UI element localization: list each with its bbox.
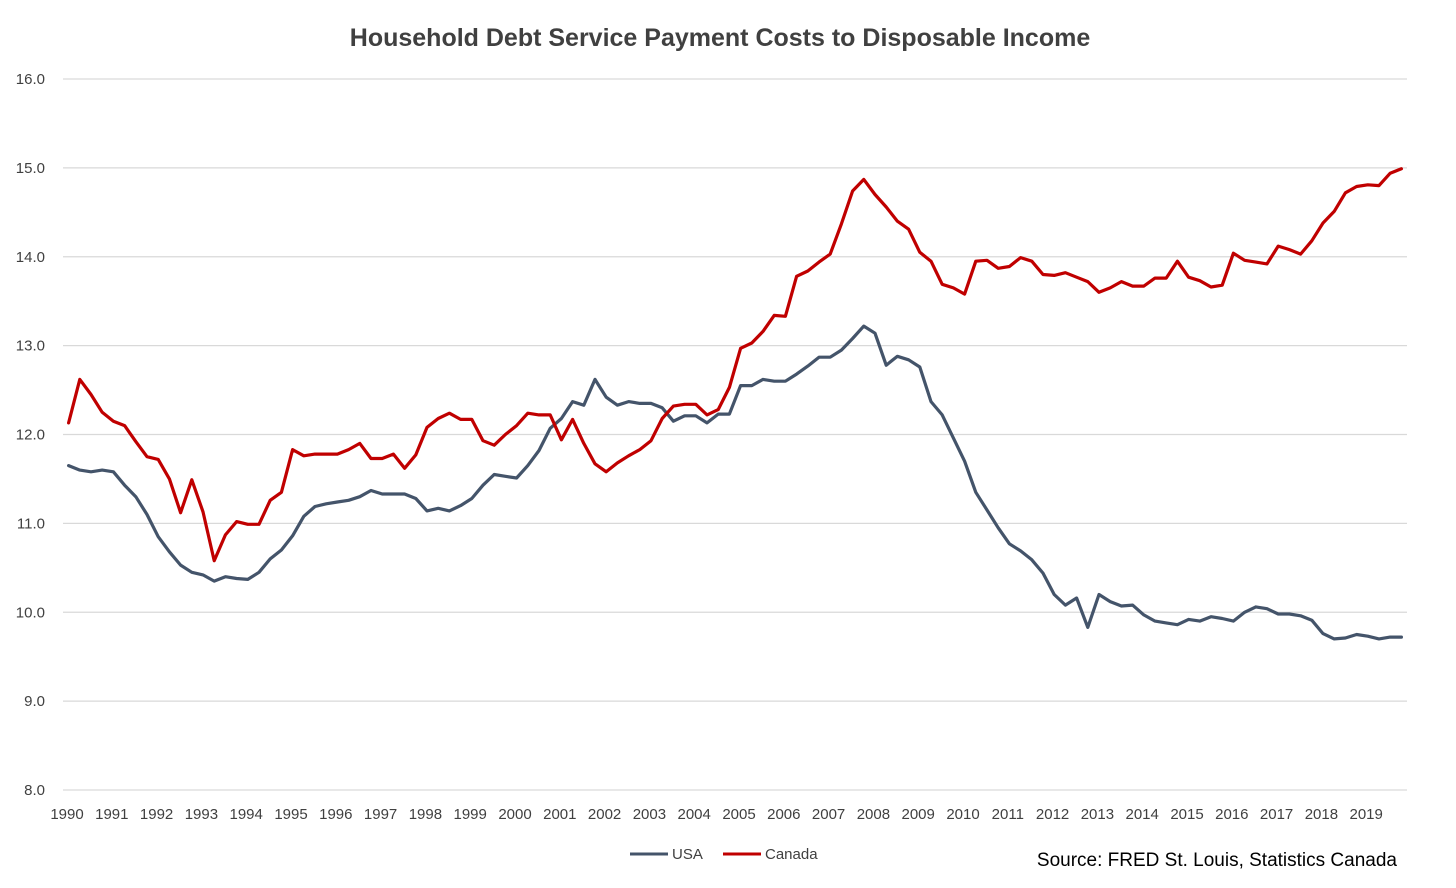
legend-label-canada: Canada — [765, 846, 818, 863]
x-tick-label: 1990 — [50, 806, 83, 823]
x-tick-label: 2012 — [1036, 806, 1069, 823]
x-tick-label: 2017 — [1260, 806, 1293, 823]
x-tick-label: 1991 — [95, 806, 128, 823]
x-tick-label: 2008 — [857, 806, 890, 823]
y-tick-label: 11.0 — [17, 515, 45, 532]
x-tick-label: 1995 — [274, 806, 307, 823]
x-tick-label: 2019 — [1350, 806, 1383, 823]
x-tick-label: 2018 — [1305, 806, 1338, 823]
y-tick-label: 9.0 — [24, 693, 45, 710]
legend-label-usa: USA — [672, 846, 703, 863]
series-lines — [66, 167, 1404, 641]
x-tick-label: 1994 — [230, 806, 263, 823]
chart-title: Household Debt Service Payment Costs to … — [350, 24, 1091, 52]
x-tick-label: 2001 — [543, 806, 576, 823]
x-tick-label: 2005 — [722, 806, 755, 823]
x-tick-label: 2002 — [588, 806, 621, 823]
y-tick-label: 8.0 — [24, 782, 45, 799]
x-tick-label: 2006 — [767, 806, 800, 823]
x-tick-label: 2007 — [812, 806, 845, 823]
x-tick-label: 2003 — [633, 806, 666, 823]
series-line-canada — [66, 167, 1404, 563]
legend: USA Canada — [630, 846, 818, 863]
y-axis-ticks: 8.0 9.0 10.0 11.0 12.0 13.0 14.0 15.0 16.0 — [16, 71, 45, 799]
x-tick-label: 2013 — [1081, 806, 1114, 823]
x-tick-label: 2015 — [1170, 806, 1203, 823]
x-tick-label: 2014 — [1126, 806, 1159, 823]
x-tick-label: 1999 — [454, 806, 487, 823]
x-tick-label: 1996 — [319, 806, 352, 823]
series-line-usa — [66, 324, 1404, 641]
x-tick-label: 2010 — [946, 806, 979, 823]
x-tick-label: 1992 — [140, 806, 173, 823]
x-tick-label: 2004 — [678, 806, 711, 823]
gridlines — [63, 78, 1407, 791]
x-axis-ticks: 1990 1991 1992 1993 1994 1995 1996 1997 1998 1999… — [50, 806, 1383, 823]
x-tick-label: 2009 — [902, 806, 935, 823]
y-tick-label: 13.0 — [16, 338, 45, 355]
y-tick-label: 15.0 — [16, 160, 45, 177]
y-tick-label: 12.0 — [16, 427, 45, 444]
x-tick-label: 2000 — [498, 806, 531, 823]
x-tick-label: 1993 — [185, 806, 218, 823]
x-tick-label: 1998 — [409, 806, 442, 823]
x-tick-label: 2016 — [1215, 806, 1248, 823]
x-tick-label: 2011 — [992, 806, 1024, 823]
y-tick-label: 14.0 — [16, 249, 45, 266]
y-tick-label: 16.0 — [16, 71, 45, 88]
source-note: Source: FRED St. Louis, Statistics Canad… — [1037, 850, 1398, 871]
x-tick-label: 1997 — [364, 806, 397, 823]
y-tick-label: 10.0 — [16, 604, 45, 621]
